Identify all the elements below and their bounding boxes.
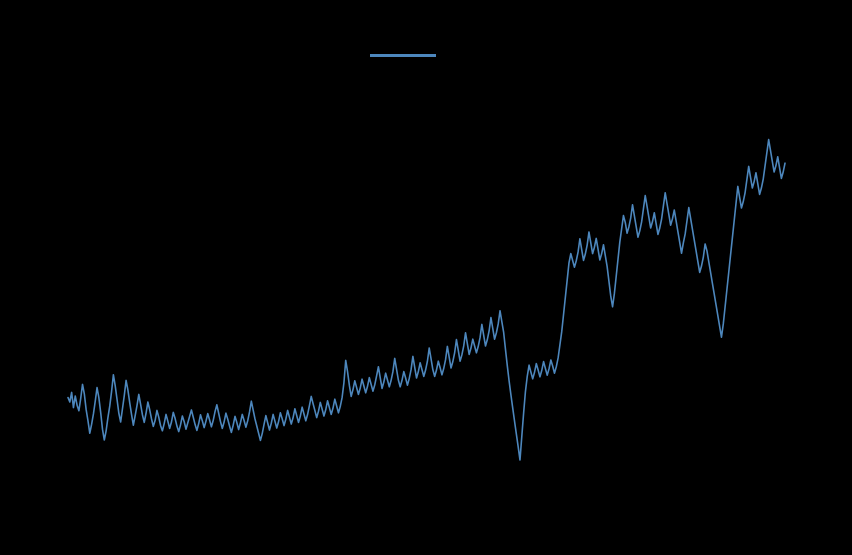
legend-line-swatch-icon — [370, 54, 436, 57]
data-series-line — [67, 138, 786, 461]
legend — [370, 54, 443, 57]
